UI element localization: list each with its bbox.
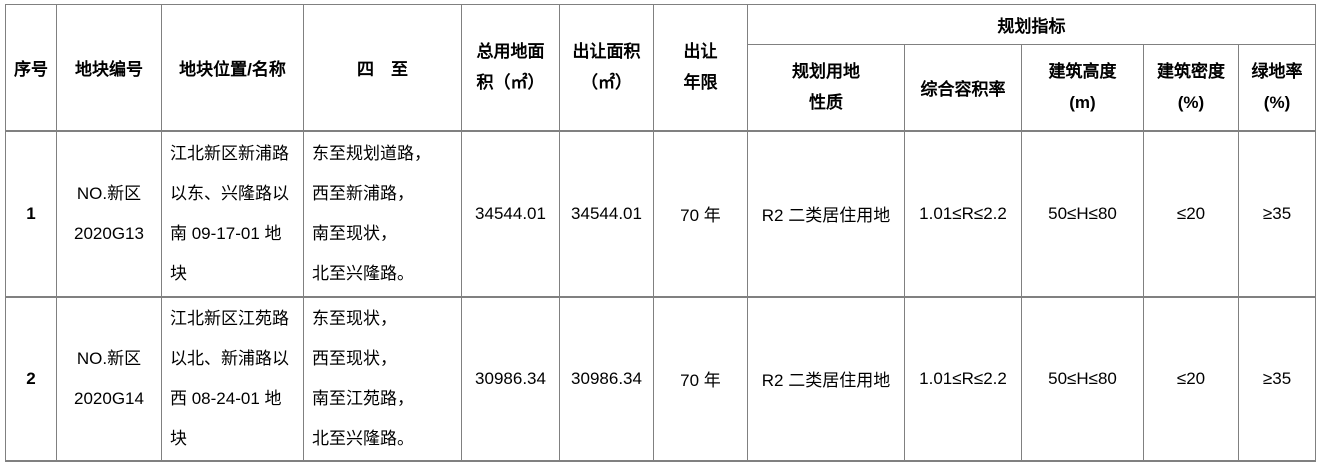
table-row: 2 NO.新区 2020G14 江北新区江苑路 以北、新浦路以 西 08-24-… <box>5 295 1317 462</box>
cell-location-line1: 江北新区江苑路 <box>170 308 289 328</box>
col-header-total-area-line1: 总用地面 <box>476 42 545 62</box>
col-header-transfer-area-line1: 出让面积 <box>572 42 641 62</box>
col-header-building-height-line2: (m) <box>1069 93 1096 113</box>
col-header-building-height-line1: 建筑高度 <box>1048 62 1117 82</box>
cell-plot-ratio: 1.01≤R≤2.2 <box>904 295 1022 462</box>
cell-land-use: R2 二类居住用地 <box>747 295 905 462</box>
cell-transfer-area: 34544.01 <box>559 129 654 297</box>
col-header-transfer-area-line2: （㎡） <box>581 73 632 93</box>
col-header-green-ratio: 绿地率 (%) <box>1237 44 1317 131</box>
header-row-top: 序号 地块编号 地块位置/名称 四 至 总用地面 积（㎡） 出让面积 （㎡） 出… <box>5 4 1317 131</box>
col-header-building-density: 建筑密度 (%) <box>1143 44 1239 131</box>
table-row: 1 NO.新区 2020G13 江北新区新浦路 以东、兴隆路以 南 09-17-… <box>5 129 1317 297</box>
cell-green-ratio: ≥35 <box>1237 295 1317 462</box>
cell-term: 70 年 <box>653 129 748 297</box>
cell-seq: 1 <box>5 129 57 297</box>
cell-location-line2: 以北、新浦路以 <box>170 348 289 368</box>
header-row-sub: 规划用地 性质 综合容积率 建筑高度 (m) 建筑密度 (%) 绿地率 (%) <box>6 44 1317 131</box>
col-header-term-line1: 出让 <box>683 42 718 62</box>
cell-parcel-no: NO.新区 2020G14 <box>56 295 162 462</box>
col-header-land-use: 规划用地 性质 <box>747 44 905 131</box>
cell-transfer-area: 30986.34 <box>559 295 654 462</box>
col-header-land-use-line1: 规划用地 <box>792 62 860 82</box>
col-header-parcel-no: 地块编号 <box>56 4 162 131</box>
cell-total-area: 34544.01 <box>461 129 560 297</box>
cell-seq: 2 <box>5 295 57 462</box>
col-header-building-density-line1: 建筑密度 <box>1157 62 1225 82</box>
cell-location-line2: 以东、兴隆路以 <box>170 183 289 203</box>
cell-parcel-no-line1: NO.新区 <box>76 348 142 368</box>
cell-land-use: R2 二类居住用地 <box>747 129 905 297</box>
col-header-total-area-line2: 积（㎡） <box>476 73 545 93</box>
cell-building-density: ≤20 <box>1143 295 1239 462</box>
cell-boundaries-line3: 南至现状， <box>312 223 397 243</box>
cell-total-area: 30986.34 <box>461 295 560 462</box>
cell-boundaries-line3: 南至江苑路， <box>312 388 414 408</box>
col-header-transfer-area: 出让面积 （㎡） <box>559 4 654 131</box>
cell-parcel-no-line2: 2020G13 <box>74 223 144 243</box>
col-header-term-line2: 年限 <box>683 73 718 93</box>
cell-boundaries-line2: 西至新浦路， <box>312 183 414 203</box>
cell-location: 江北新区新浦路 以东、兴隆路以 南 09-17-01 地块 <box>161 129 304 297</box>
col-header-seq: 序号 <box>5 4 57 131</box>
cell-location-line3: 西 08-24-01 地块 <box>170 388 282 448</box>
cell-boundaries-line2: 西至现状， <box>312 348 397 368</box>
cell-boundaries: 东至规划道路， 西至新浦路， 南至现状， 北至兴隆路。 <box>303 129 462 297</box>
land-parcel-table: 序号 地块编号 地块位置/名称 四 至 总用地面 积（㎡） 出让面积 （㎡） 出… <box>5 4 1317 462</box>
cell-term: 70 年 <box>653 295 748 462</box>
col-header-plot-ratio: 综合容积率 <box>904 44 1022 131</box>
col-header-planning-group: 规划指标 <box>746 4 1317 45</box>
cell-boundaries-line1: 东至现状， <box>312 308 397 328</box>
cell-location: 江北新区江苑路 以北、新浦路以 西 08-24-01 地块 <box>161 295 304 462</box>
col-header-green-ratio-line1: 绿地率 <box>1251 62 1303 82</box>
col-header-boundaries: 四 至 <box>303 4 462 131</box>
cell-plot-ratio: 1.01≤R≤2.2 <box>904 129 1022 297</box>
cell-green-ratio: ≥35 <box>1237 129 1317 297</box>
cell-parcel-no: NO.新区 2020G13 <box>56 129 162 297</box>
cell-boundaries-line4: 北至兴隆路。 <box>312 428 414 448</box>
cell-boundaries-line1: 东至规划道路， <box>312 143 431 163</box>
cell-location-line3: 南 09-17-01 地块 <box>170 223 282 283</box>
col-header-term: 出让 年限 <box>653 4 748 131</box>
cell-location-line1: 江北新区新浦路 <box>170 143 289 163</box>
cell-building-height: 50≤H≤80 <box>1021 129 1144 297</box>
col-header-total-area: 总用地面 积（㎡） <box>461 4 560 131</box>
cell-building-density: ≤20 <box>1143 129 1239 297</box>
cell-parcel-no-line2: 2020G14 <box>74 388 144 408</box>
col-header-building-height: 建筑高度 (m) <box>1021 44 1144 131</box>
col-header-location: 地块位置/名称 <box>161 4 304 131</box>
cell-boundaries-line4: 北至兴隆路。 <box>312 263 414 283</box>
col-header-building-density-line2: (%) <box>1177 93 1205 113</box>
cell-boundaries: 东至现状， 西至现状， 南至江苑路， 北至兴隆路。 <box>303 295 462 462</box>
cell-building-height: 50≤H≤80 <box>1021 295 1144 462</box>
col-header-green-ratio-line2: (%) <box>1263 93 1291 113</box>
cell-parcel-no-line1: NO.新区 <box>76 183 142 203</box>
col-header-land-use-line2: 性质 <box>809 93 843 113</box>
